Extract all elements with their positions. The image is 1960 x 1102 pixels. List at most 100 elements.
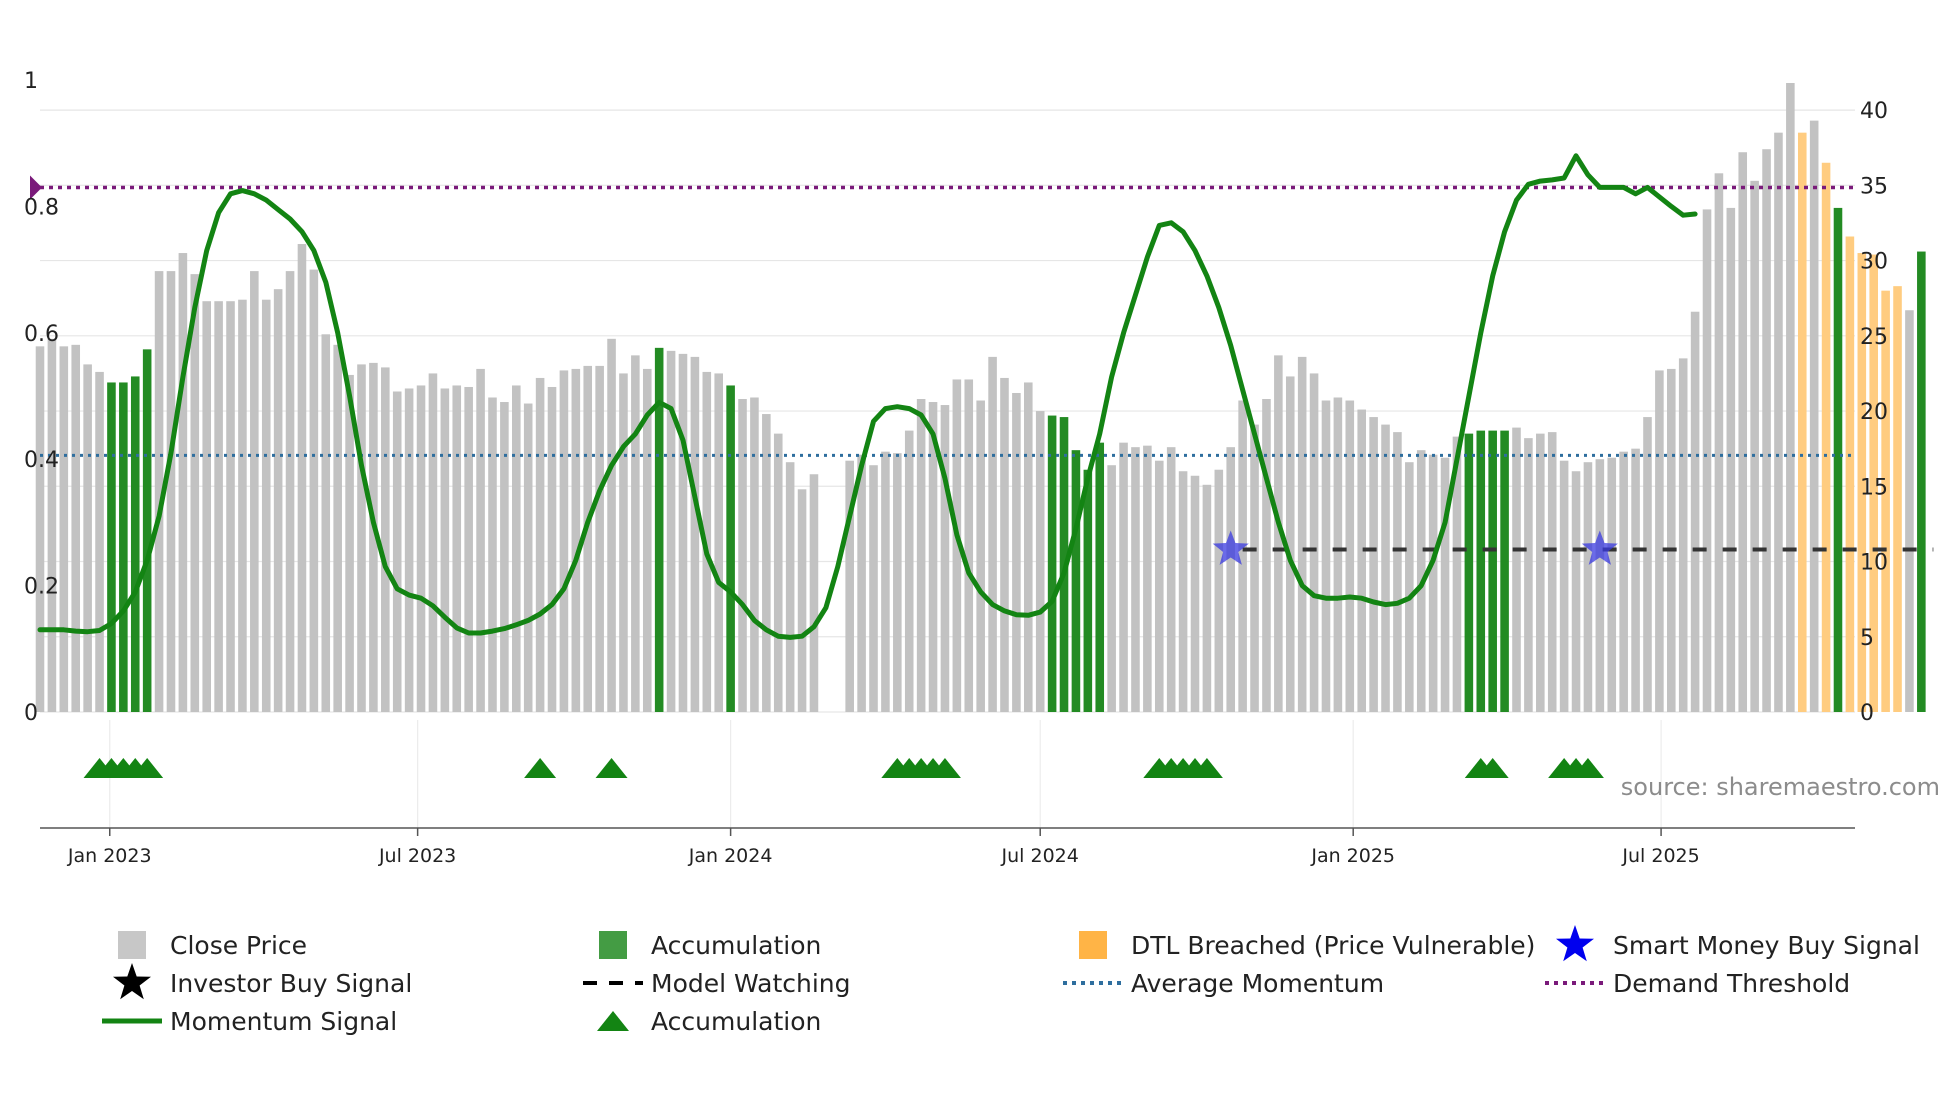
legend-swatch bbox=[599, 931, 627, 959]
price-bar bbox=[571, 368, 581, 712]
legend-item: Average Momentum bbox=[1063, 969, 1384, 998]
price-bar bbox=[1845, 236, 1855, 712]
price-bar bbox=[1369, 417, 1378, 712]
price-bar bbox=[976, 400, 985, 712]
right-axis-tick-label: 5 bbox=[1860, 626, 1874, 651]
price-bar bbox=[512, 385, 521, 712]
legend-label: Close Price bbox=[170, 931, 307, 960]
right-axis-tick-label: 0 bbox=[1860, 701, 1874, 726]
price-bar bbox=[250, 271, 259, 712]
price-bar bbox=[881, 451, 890, 712]
price-bar bbox=[1905, 310, 1914, 712]
x-axis-tick-label: Jan 2023 bbox=[67, 845, 152, 867]
price-bar bbox=[1893, 286, 1902, 712]
price-bar bbox=[1809, 120, 1819, 713]
price-bar bbox=[726, 385, 735, 712]
price-bar bbox=[1917, 251, 1926, 713]
price-bar bbox=[297, 244, 307, 712]
price-bar bbox=[83, 364, 92, 712]
right-axis-tick-label: 10 bbox=[1860, 551, 1888, 576]
price-bar bbox=[488, 397, 497, 712]
legend-item: Investor Buy Signal bbox=[113, 963, 412, 1000]
price-bar bbox=[988, 356, 997, 712]
price-bar bbox=[952, 379, 962, 712]
price-bar bbox=[1536, 433, 1545, 712]
price-bar bbox=[357, 364, 366, 712]
price-bar bbox=[95, 371, 104, 712]
price-bar bbox=[1428, 454, 1438, 712]
legend-star-icon bbox=[113, 963, 151, 1000]
price-bar bbox=[1000, 377, 1009, 712]
indicator-lines bbox=[30, 153, 1934, 640]
price-bar bbox=[762, 414, 771, 712]
price-bar bbox=[1738, 152, 1748, 712]
legend-triangle-icon bbox=[597, 1011, 629, 1031]
price-bar bbox=[547, 386, 557, 712]
legend-label: Accumulation bbox=[651, 1007, 821, 1036]
price-bar bbox=[226, 301, 235, 712]
price-bar bbox=[154, 271, 164, 712]
price-bar bbox=[273, 289, 283, 712]
right-axis-tick-label: 15 bbox=[1860, 475, 1888, 500]
price-bar bbox=[1250, 424, 1259, 712]
price-bar bbox=[1797, 132, 1807, 712]
legend-item: Smart Money Buy Signal bbox=[1556, 925, 1920, 962]
price-bar bbox=[345, 374, 354, 712]
price-bar bbox=[1035, 411, 1045, 712]
price-bar bbox=[1559, 460, 1569, 712]
demand-threshold-marker bbox=[30, 175, 42, 200]
price-bar bbox=[476, 368, 485, 712]
price-bar bbox=[1131, 447, 1140, 712]
price-bar bbox=[1512, 427, 1521, 712]
price-bar bbox=[47, 338, 57, 712]
price-bar bbox=[214, 301, 223, 712]
price-bar bbox=[535, 377, 545, 712]
legend-item: Accumulation bbox=[599, 931, 821, 960]
price-bar bbox=[166, 271, 176, 712]
price-bar bbox=[916, 399, 926, 712]
momentum-signal-line bbox=[37, 153, 1698, 640]
left-axis-tick-label: 1 bbox=[24, 69, 38, 94]
price-bar bbox=[1643, 417, 1652, 712]
price-bar bbox=[119, 382, 128, 712]
price-bar bbox=[1500, 430, 1509, 712]
price-bar bbox=[690, 356, 700, 712]
price-bar bbox=[642, 368, 652, 712]
price-bar bbox=[1678, 358, 1688, 712]
legend-item: Momentum Signal bbox=[102, 1007, 397, 1036]
legend-label: Smart Money Buy Signal bbox=[1613, 931, 1920, 960]
price-bar bbox=[392, 391, 402, 712]
legend-label: Model Watching bbox=[651, 969, 851, 998]
price-bar bbox=[631, 355, 640, 712]
price-bar bbox=[1226, 447, 1236, 712]
price-bar bbox=[1357, 409, 1366, 712]
left-axis-tick-label: 0.2 bbox=[24, 575, 59, 600]
accumulation-triangle bbox=[928, 758, 961, 778]
price-bar bbox=[1607, 457, 1617, 712]
price-bar bbox=[1321, 400, 1331, 712]
legend-label: DTL Breached (Price Vulnerable) bbox=[1131, 931, 1535, 960]
price-bars bbox=[35, 83, 1926, 713]
legend-label: Momentum Signal bbox=[170, 1007, 397, 1036]
price-bar bbox=[869, 465, 878, 712]
price-bar bbox=[666, 350, 676, 712]
price-bar bbox=[1821, 162, 1831, 712]
price-bar bbox=[678, 353, 688, 712]
price-bar bbox=[1476, 430, 1486, 712]
price-bar bbox=[893, 453, 902, 712]
left-axis-tick-label: 0 bbox=[24, 701, 38, 726]
price-bar bbox=[333, 344, 342, 712]
price-bar bbox=[452, 385, 462, 712]
price-bar bbox=[607, 338, 616, 712]
price-bar bbox=[369, 362, 378, 712]
price-bar bbox=[1667, 368, 1676, 712]
price-bar bbox=[1833, 207, 1843, 712]
price-bar bbox=[130, 376, 140, 712]
price-bar bbox=[809, 474, 819, 712]
smart-money-buy-signal-star bbox=[1581, 530, 1618, 565]
price-bar bbox=[1297, 356, 1307, 712]
price-bar bbox=[1047, 415, 1057, 712]
price-bar bbox=[1190, 475, 1200, 712]
price-bar bbox=[1762, 149, 1771, 712]
price-bar bbox=[285, 271, 295, 712]
